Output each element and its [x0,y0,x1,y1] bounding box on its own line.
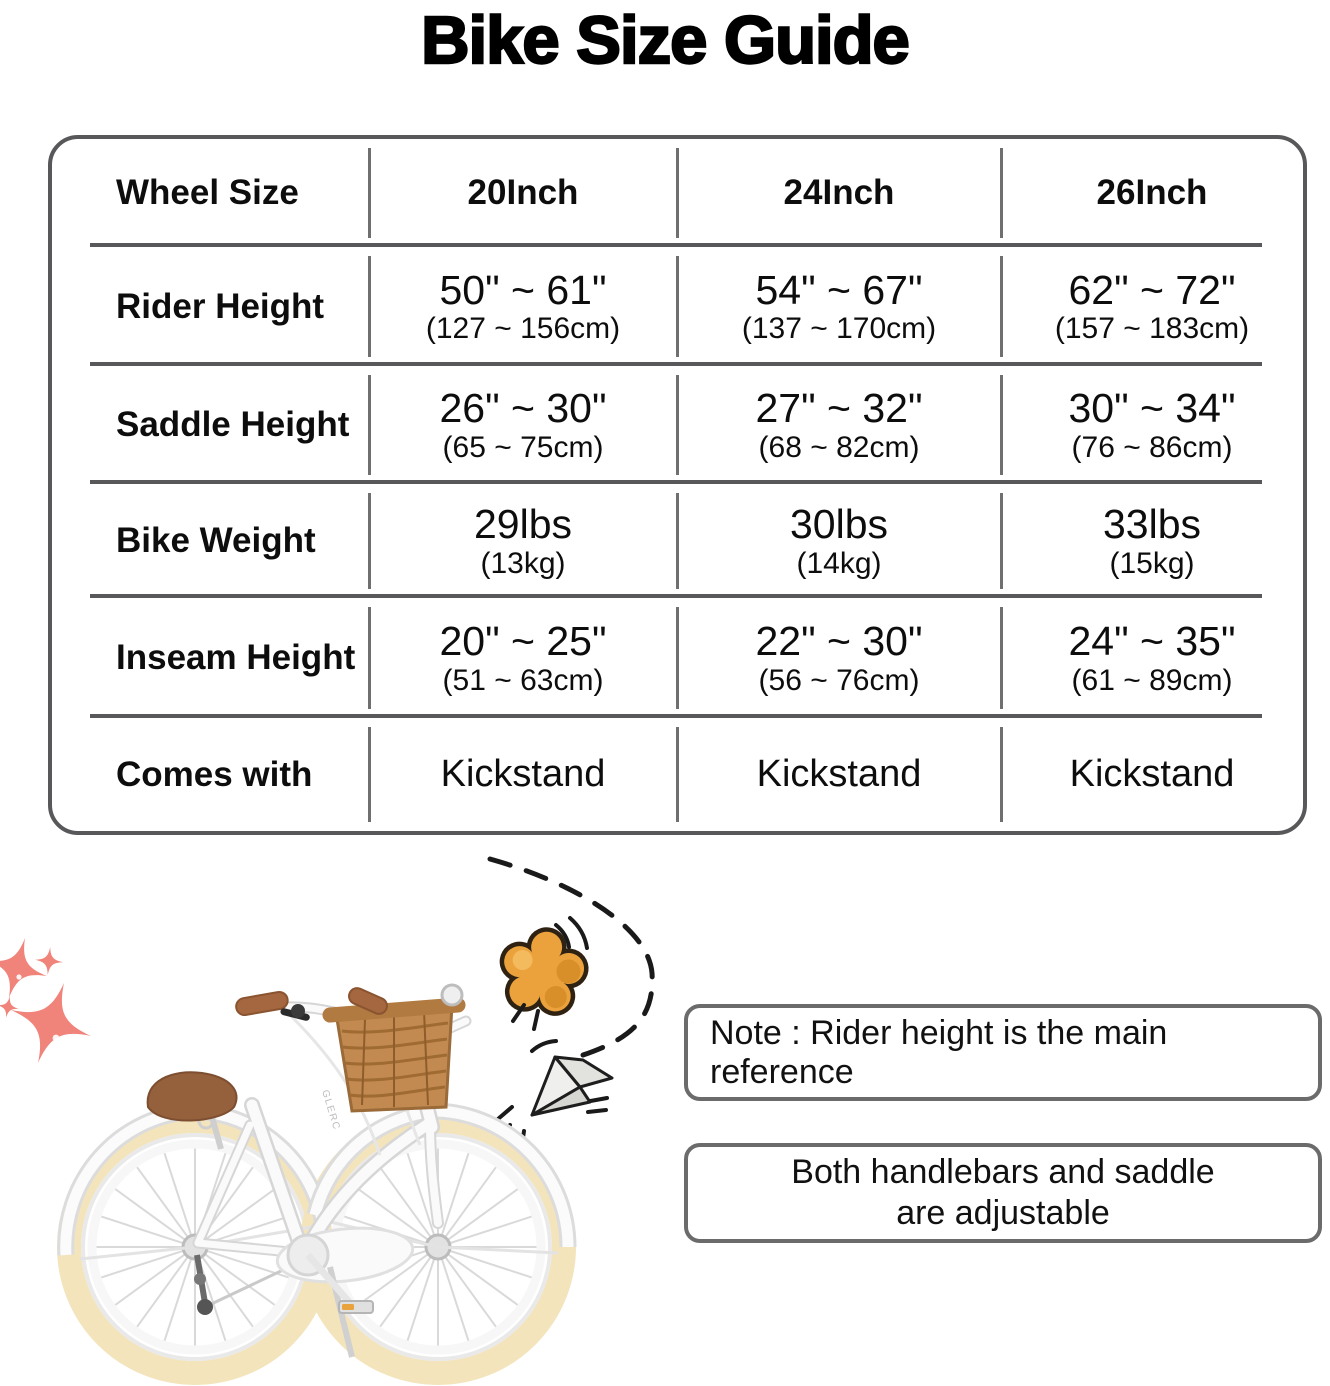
table-cell: Kickstand [368,718,677,831]
header-label: Wheel Size [116,173,299,212]
cell-main: 54" ~ 67" [755,266,923,313]
row-label: Bike Weight [116,521,316,560]
row-label: Inseam Height [116,638,356,677]
table-cell: 26" ~ 30" (65 ~ 75cm) [368,366,677,484]
cell-main: 22" ~ 30" [755,618,923,665]
cell-main: 30lbs [789,501,888,548]
table-row-bike-weight: Bike Weight 29lbs (13kg) 30lbs (14kg) 33… [52,484,1303,598]
cell-main: 24" ~ 35" [1068,618,1236,665]
paper-plane-icon [530,1055,614,1117]
cell-sub: (157 ~ 183cm) [1054,312,1250,346]
cell-main: 20" ~ 25" [439,618,607,665]
saddle [146,1071,238,1150]
table-cell: Kickstand [1000,718,1303,831]
bike-illustration: GLERC [57,983,577,1385]
table-cell: 27" ~ 32" (68 ~ 82cm) [676,366,1001,484]
cell-main: 26" ~ 30" [439,385,607,432]
table-row-inseam-height: Inseam Height 20" ~ 25" (51 ~ 63cm) 22" … [52,598,1303,718]
table-cell: 33lbs (15kg) [1000,484,1303,598]
row-label: Rider Height [116,286,325,326]
cell-main: 29lbs [473,501,572,548]
note-text: Both handlebars and saddle are adjustabl… [791,1152,1215,1232]
header-col-26inch: 26Inch [1000,139,1303,247]
page-title: Bike Size Guide [420,2,911,79]
cell-sub: (137 ~ 170cm) [741,312,937,346]
cell-sub: (127 ~ 156cm) [425,312,621,346]
bell-icon [440,983,464,1007]
cell-sub: (56 ~ 76cm) [758,663,920,697]
dashed-flight-path [487,856,655,1061]
table-row-comes-with: Comes with Kickstand Kickstand Kickstand [52,718,1303,831]
product-illustration: GLERC [0,856,655,1385]
cell-main: 50" ~ 61" [439,266,607,313]
sparkle-icon [0,938,91,1063]
cell-sub: (65 ~ 75cm) [442,430,604,464]
cell-sub: (14kg) [796,546,882,580]
table-cell: 30lbs (14kg) [676,484,1001,598]
cell-sub: (51 ~ 63cm) [442,663,604,697]
header-col-24inch: 24Inch [676,139,1001,247]
table-cell: 30" ~ 34" (76 ~ 86cm) [1000,366,1303,484]
handlebar [235,983,464,1021]
drivetrain [194,1226,415,1358]
table-cell: 22" ~ 30" (56 ~ 76cm) [676,598,1001,718]
table-cell: 20" ~ 25" (51 ~ 63cm) [368,598,677,718]
note-text: Note : Rider height is the main referenc… [710,1013,1168,1091]
table-cell: 62" ~ 72" (157 ~ 183cm) [1000,247,1303,366]
table-cell: 24" ~ 35" (61 ~ 89cm) [1000,598,1303,718]
pedal [338,1300,374,1314]
table-cell: 50" ~ 61" (127 ~ 156cm) [368,247,677,366]
cell-sub: (61 ~ 89cm) [1071,663,1233,697]
size-table: Wheel Size 20Inch 24Inch 26Inch Rider He… [48,135,1307,835]
table-cell: 29lbs (13kg) [368,484,677,598]
table-cell: 54" ~ 67" (137 ~ 170cm) [676,247,1001,366]
cell-sub: (15kg) [1109,546,1195,580]
cell-main: 30" ~ 34" [1068,385,1236,432]
note-box-rider-height: Note : Rider height is the main referenc… [684,1004,1322,1101]
cell-main: 33lbs [1102,501,1201,548]
row-label: Saddle Height [116,405,350,444]
table-row-saddle-height: Saddle Height 26" ~ 30" (65 ~ 75cm) 27" … [52,366,1303,484]
brand-label: GLERC [319,1089,342,1132]
table-cell: Kickstand [676,718,1001,831]
cell-main: 27" ~ 32" [755,385,923,432]
cell-sub: (76 ~ 86cm) [1071,430,1233,464]
cell-sub: (13kg) [480,546,566,580]
cell-main: 62" ~ 72" [1068,266,1236,313]
cell-sub: (68 ~ 82cm) [758,430,920,464]
row-label: Comes with [116,754,313,794]
table-row-rider-height: Rider Height 50" ~ 61" (127 ~ 156cm) 54"… [52,247,1303,366]
star-icon [499,927,589,1016]
wicker-basket [322,997,466,1113]
header-col-20inch: 20Inch [368,139,677,247]
note-box-adjustable: Both handlebars and saddle are adjustabl… [684,1143,1322,1243]
table-header-row: Wheel Size 20Inch 24Inch 26Inch [52,139,1303,247]
